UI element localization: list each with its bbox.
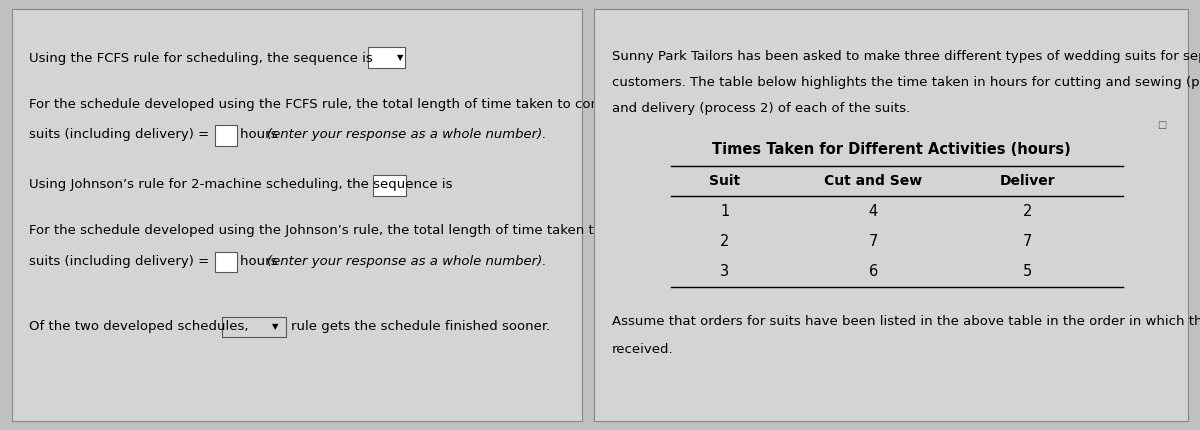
Text: (enter your response as a whole number).: (enter your response as a whole number). xyxy=(268,255,547,268)
Text: Assume that orders for suits have been listed in the above table in the order in: Assume that orders for suits have been l… xyxy=(612,316,1200,329)
Text: Of the two developed schedules,: Of the two developed schedules, xyxy=(29,320,248,333)
Text: Using the FCFS rule for scheduling, the sequence is: Using the FCFS rule for scheduling, the … xyxy=(29,52,373,64)
Text: suits (including delivery) =: suits (including delivery) = xyxy=(29,255,214,268)
FancyBboxPatch shape xyxy=(594,9,1188,421)
Text: Sunny Park Tailors has been asked to make three different types of wedding suits: Sunny Park Tailors has been asked to mak… xyxy=(612,49,1200,63)
FancyBboxPatch shape xyxy=(216,252,238,272)
Text: (enter your response as a whole number).: (enter your response as a whole number). xyxy=(268,128,547,141)
Text: 1: 1 xyxy=(720,204,730,219)
FancyBboxPatch shape xyxy=(373,175,407,196)
Text: suits (including delivery) =: suits (including delivery) = xyxy=(29,128,214,141)
Text: rule gets the schedule finished sooner.: rule gets the schedule finished sooner. xyxy=(292,320,551,333)
Text: 3: 3 xyxy=(720,264,730,279)
Text: For the schedule developed using the FCFS rule, the total length of time taken t: For the schedule developed using the FCF… xyxy=(29,98,703,111)
Text: .: . xyxy=(408,178,413,191)
Text: customers. The table below highlights the time taken in hours for cutting and se: customers. The table below highlights th… xyxy=(612,77,1200,89)
Text: hours: hours xyxy=(240,255,282,268)
Text: 2: 2 xyxy=(720,234,730,249)
Text: □: □ xyxy=(1157,120,1166,130)
FancyBboxPatch shape xyxy=(216,125,238,146)
Text: 2: 2 xyxy=(1022,204,1032,219)
Text: For the schedule developed using the Johnson’s rule, the total length of time ta: For the schedule developed using the Joh… xyxy=(29,224,734,237)
FancyBboxPatch shape xyxy=(12,9,582,421)
Text: Times Taken for Different Activities (hours): Times Taken for Different Activities (ho… xyxy=(712,142,1070,157)
Text: Suit: Suit xyxy=(709,174,740,188)
Text: 6: 6 xyxy=(869,264,878,279)
Text: Using Johnson’s rule for 2-machine scheduling, the sequence is: Using Johnson’s rule for 2-machine sched… xyxy=(29,178,452,191)
Text: and delivery (process 2) of each of the suits.: and delivery (process 2) of each of the … xyxy=(612,102,910,115)
FancyBboxPatch shape xyxy=(368,47,406,68)
Text: Cut and Sew: Cut and Sew xyxy=(824,174,923,188)
Text: Deliver: Deliver xyxy=(1000,174,1056,188)
Text: 4: 4 xyxy=(869,204,878,219)
Text: 5: 5 xyxy=(1022,264,1032,279)
Text: 7: 7 xyxy=(869,234,878,249)
Text: 7: 7 xyxy=(1022,234,1032,249)
Text: ▼: ▼ xyxy=(397,53,403,62)
FancyBboxPatch shape xyxy=(222,316,286,337)
Text: hours: hours xyxy=(240,128,282,141)
Text: ▼: ▼ xyxy=(271,322,278,332)
Text: received.: received. xyxy=(612,343,673,356)
